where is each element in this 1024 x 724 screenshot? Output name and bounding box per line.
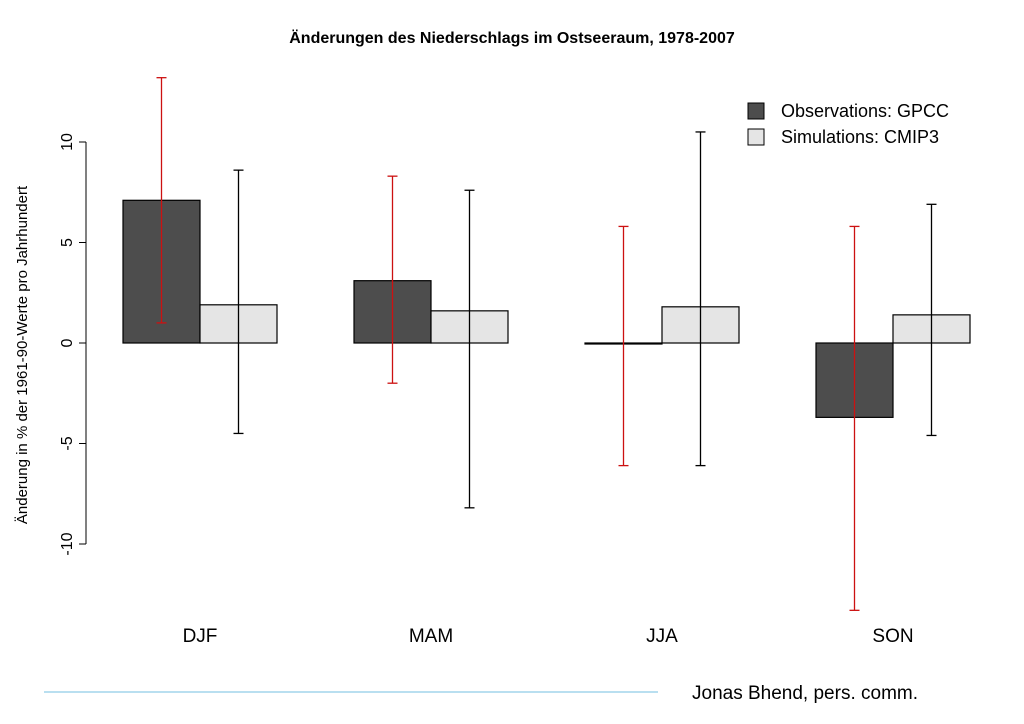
y-axis-label: Änderung in % der 1961-90-Werte pro Jahr… [14, 185, 31, 524]
legend-label: Observations: GPCC [781, 101, 949, 121]
y-axis: -10 -5 0 5 10 [59, 133, 87, 556]
x-tick-label: DJF [183, 626, 218, 647]
x-tick-label: JJA [646, 626, 678, 647]
chart-title: Änderungen des Niederschlags im Ostseera… [289, 30, 735, 47]
y-tick-label: -5 [59, 436, 76, 450]
y-tick-label: 5 [59, 238, 76, 247]
legend-swatch [747, 102, 765, 120]
credit-text: Jonas Bhend, pers. comm. [692, 683, 918, 704]
y-tick-label: 0 [59, 338, 76, 347]
footer-divider [44, 691, 658, 693]
x-tick-label: SON [872, 626, 913, 647]
legend-swatch [747, 128, 765, 146]
legend: Observations: GPCC Simulations: CMIP3 [747, 101, 949, 147]
bars-layer [122, 199, 971, 418]
y-tick-label: 10 [59, 133, 76, 151]
error-bars-layer [156, 77, 937, 611]
y-tick-label: -10 [59, 532, 76, 555]
x-tick-label: MAM [409, 626, 453, 647]
x-tick-labels: DJF MAM JJA SON [183, 626, 914, 647]
legend-label: Simulations: CMIP3 [781, 127, 939, 147]
